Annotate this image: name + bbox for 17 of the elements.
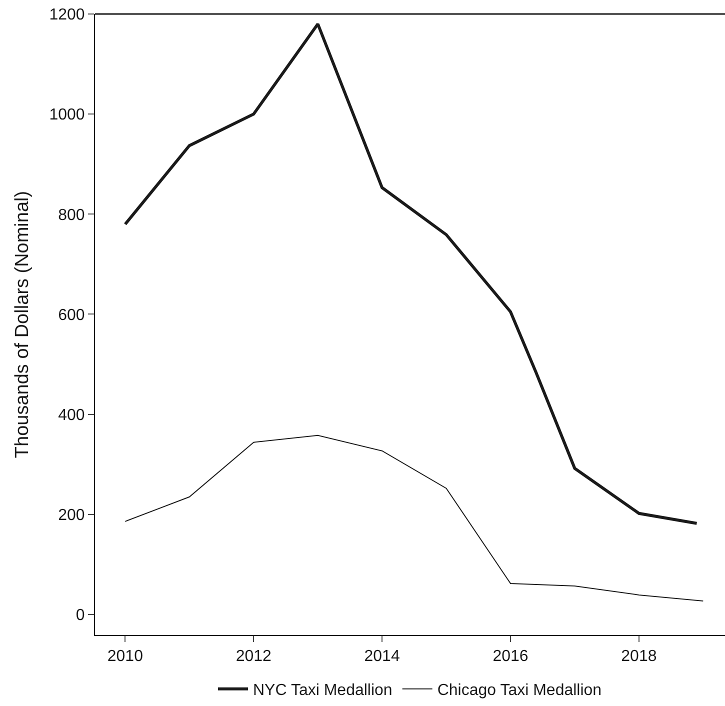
- line-series: [124, 22, 698, 525]
- y-tick-label: 200: [58, 507, 85, 524]
- y-axis-title: Thousands of Dollars (Nominal): [12, 190, 34, 458]
- x-tick-label: 2014: [364, 648, 400, 666]
- y-tick-label: 400: [58, 406, 85, 424]
- legend-label: NYC Taxi Medallion: [253, 682, 392, 700]
- x-tick-label: 2012: [236, 648, 272, 666]
- line-series: [124, 434, 704, 602]
- y-tick-label: 600: [58, 306, 85, 324]
- x-tick-label: 2018: [621, 648, 657, 666]
- y-tick-label: 0: [76, 607, 85, 624]
- legend-label: Chicago Taxi Medallion: [437, 682, 602, 700]
- y-tick-label: 800: [58, 206, 85, 224]
- y-tick-label: 1200: [49, 6, 85, 24]
- x-tick-label: 2016: [492, 648, 528, 666]
- x-tick-label: 2010: [107, 648, 144, 666]
- y-tick-label: 1000: [49, 106, 85, 124]
